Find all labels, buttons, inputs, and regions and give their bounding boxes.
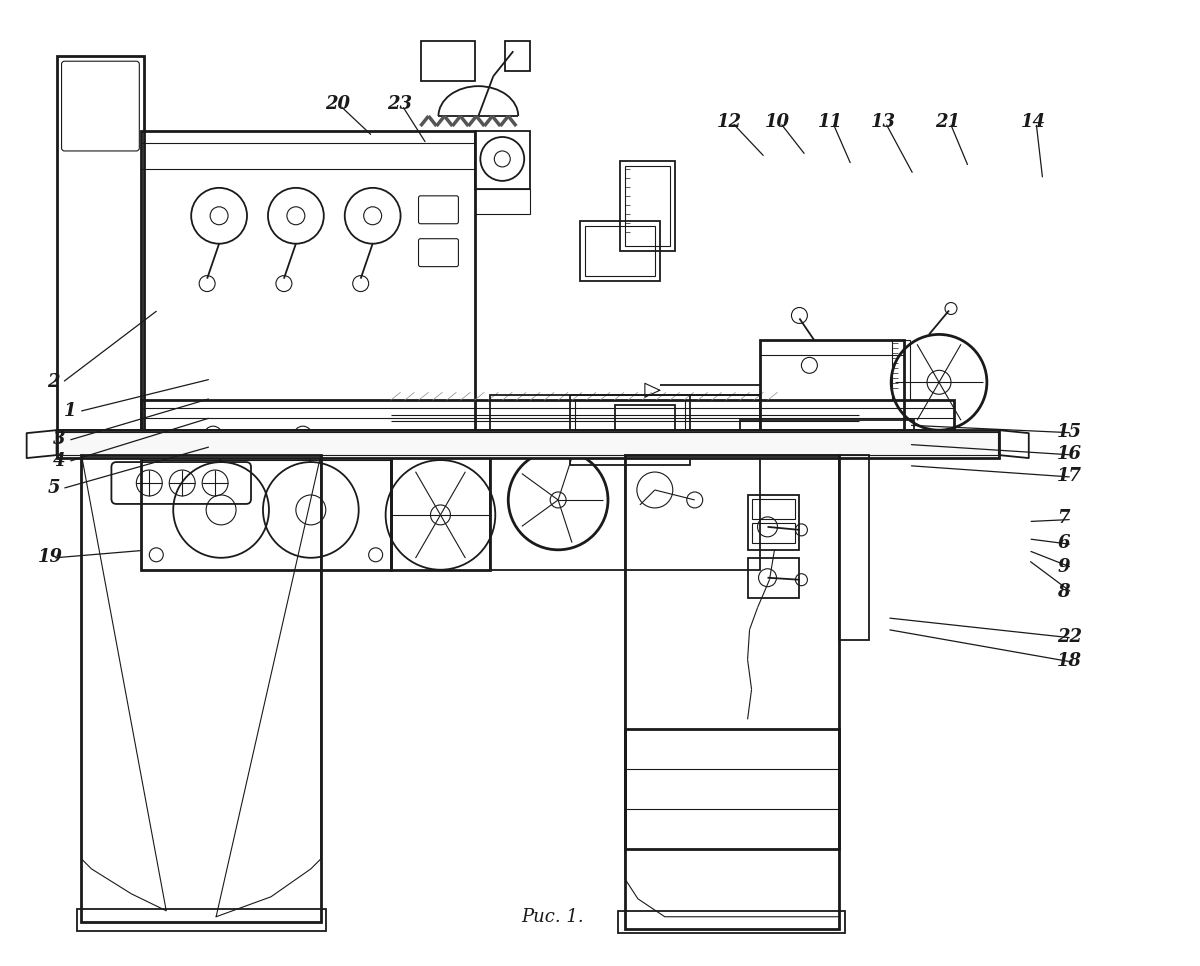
Bar: [142, 131, 475, 430]
Bar: [751, 499, 796, 519]
Text: 20: 20: [325, 96, 349, 113]
Bar: [580, 221, 660, 280]
Text: 17: 17: [1057, 468, 1082, 485]
Bar: [575, 400, 685, 455]
Text: 15: 15: [1057, 423, 1082, 440]
Bar: [892, 340, 910, 400]
Bar: [77, 909, 325, 930]
Bar: [56, 56, 144, 430]
Bar: [748, 495, 799, 550]
Bar: [586, 226, 655, 275]
Bar: [760, 340, 904, 430]
Text: 3: 3: [53, 431, 66, 448]
Bar: [618, 911, 845, 933]
Bar: [748, 557, 799, 598]
Text: 2: 2: [47, 373, 60, 390]
Bar: [625, 455, 839, 928]
Bar: [625, 166, 670, 245]
Text: 11: 11: [817, 113, 842, 130]
Text: 9: 9: [1057, 557, 1069, 576]
Bar: [620, 161, 674, 250]
Text: 5: 5: [47, 478, 60, 497]
Text: Рис. 1.: Рис. 1.: [521, 908, 583, 926]
Bar: [491, 395, 760, 570]
Bar: [614, 405, 674, 455]
Bar: [142, 400, 954, 430]
Bar: [82, 455, 320, 922]
Bar: [475, 188, 530, 213]
Text: 13: 13: [870, 113, 895, 130]
Bar: [505, 42, 530, 71]
Text: 7: 7: [1057, 509, 1069, 527]
Bar: [475, 131, 530, 188]
Bar: [739, 420, 914, 440]
Text: 10: 10: [766, 113, 790, 130]
Bar: [391, 430, 491, 570]
Text: 6: 6: [1057, 534, 1069, 553]
Bar: [751, 523, 796, 543]
Text: 12: 12: [718, 113, 743, 130]
Text: 22: 22: [1057, 628, 1082, 646]
Text: 16: 16: [1057, 445, 1082, 463]
Bar: [56, 430, 998, 458]
Text: 8: 8: [1057, 582, 1069, 601]
Text: 19: 19: [37, 548, 62, 566]
Bar: [839, 455, 869, 639]
Text: 21: 21: [935, 113, 960, 130]
Bar: [625, 729, 839, 849]
Text: 4: 4: [53, 452, 66, 469]
Text: 18: 18: [1057, 652, 1082, 670]
Bar: [420, 42, 475, 81]
Text: 14: 14: [1021, 113, 1046, 130]
Bar: [142, 430, 391, 570]
Text: 23: 23: [388, 96, 412, 113]
Bar: [570, 395, 690, 465]
Text: 1: 1: [64, 402, 77, 419]
